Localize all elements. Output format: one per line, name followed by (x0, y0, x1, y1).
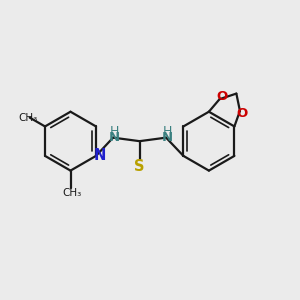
Text: H: H (110, 125, 119, 138)
Text: H: H (163, 125, 172, 138)
Text: O: O (237, 107, 248, 120)
Text: N: N (93, 148, 106, 164)
Text: N: N (162, 130, 173, 143)
Text: CH₃: CH₃ (19, 112, 38, 123)
Text: O: O (216, 90, 227, 103)
Text: N: N (109, 130, 120, 143)
Text: CH₃: CH₃ (62, 188, 82, 198)
Text: S: S (134, 159, 145, 174)
